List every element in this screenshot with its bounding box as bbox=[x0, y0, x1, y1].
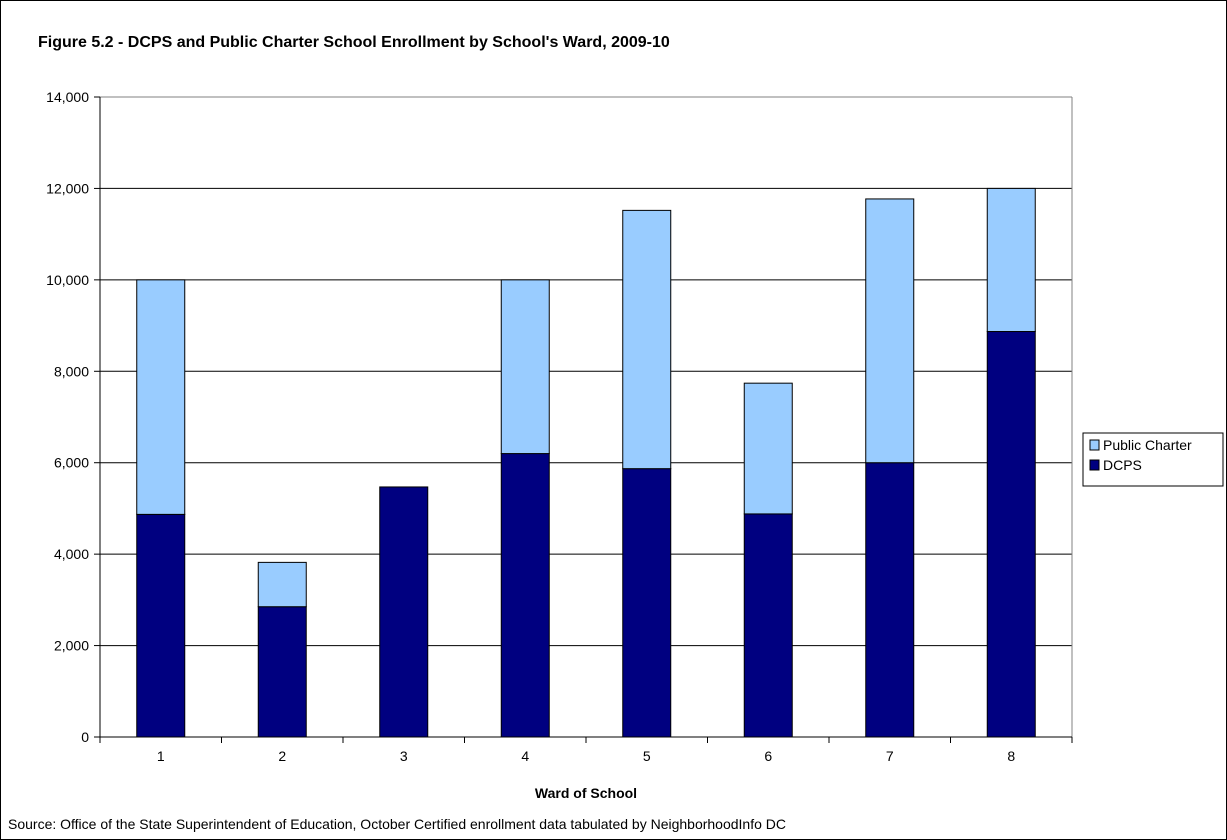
bar-segment-dcps bbox=[743, 513, 793, 738]
legend-swatch-public-charter bbox=[1089, 439, 1100, 451]
x-tick-label: 2 bbox=[278, 748, 286, 764]
legend-box bbox=[1082, 432, 1224, 487]
y-tick-label: 0 bbox=[81, 729, 89, 745]
x-tick-label: 5 bbox=[643, 748, 651, 764]
y-tick-label: 4,000 bbox=[54, 546, 89, 562]
x-tick-label: 6 bbox=[764, 748, 772, 764]
y-tick-label: 10,000 bbox=[46, 272, 89, 288]
plot-background bbox=[100, 97, 1072, 737]
bar-segment-public-charter bbox=[136, 279, 186, 515]
bar-segment-public-charter bbox=[622, 209, 672, 470]
y-tick-label: 14,000 bbox=[46, 89, 89, 105]
bar-segment-dcps bbox=[500, 453, 550, 738]
bar-segment-dcps bbox=[986, 331, 1036, 738]
bar-segment-public-charter bbox=[743, 382, 793, 515]
bar-segment-dcps bbox=[379, 486, 429, 738]
x-tick-label: 1 bbox=[157, 748, 165, 764]
x-tick-label: 7 bbox=[886, 748, 894, 764]
x-tick-label: 3 bbox=[400, 748, 408, 764]
bar-segment-dcps bbox=[622, 468, 672, 738]
bar-segment-public-charter bbox=[865, 198, 915, 464]
plot-area: 0 2,000 4,000 6,000 8,000 10,000 12,000 14,000 1… bbox=[46, 89, 1073, 764]
x-tick-label: 8 bbox=[1007, 748, 1015, 764]
legend-swatch-dcps bbox=[1089, 459, 1100, 471]
legend: Public Charter DCPS bbox=[1082, 432, 1224, 487]
y-tick-label: 12,000 bbox=[46, 180, 89, 196]
bar-segment-public-charter bbox=[986, 187, 1036, 333]
bar-segment-public-charter bbox=[500, 279, 550, 455]
y-tick-label: 8,000 bbox=[54, 363, 89, 379]
legend-label-public-charter: Public Charter bbox=[1103, 437, 1192, 453]
x-tick-label: 4 bbox=[521, 748, 529, 764]
chart-title: Figure 5.2 - DCPS and Public Charter Sch… bbox=[38, 34, 670, 51]
x-axis-label: Ward of School bbox=[535, 785, 637, 801]
y-tick-label: 2,000 bbox=[54, 638, 89, 654]
y-tick-label: 6,000 bbox=[54, 455, 89, 471]
bar-segment-dcps bbox=[257, 606, 307, 738]
bar-segment-dcps bbox=[136, 513, 186, 738]
bar-segment-dcps bbox=[865, 462, 915, 738]
bar-segment-public-charter bbox=[257, 561, 307, 608]
legend-label-dcps: DCPS bbox=[1103, 457, 1142, 473]
source-note: Source: Office of the State Superintende… bbox=[8, 816, 786, 832]
